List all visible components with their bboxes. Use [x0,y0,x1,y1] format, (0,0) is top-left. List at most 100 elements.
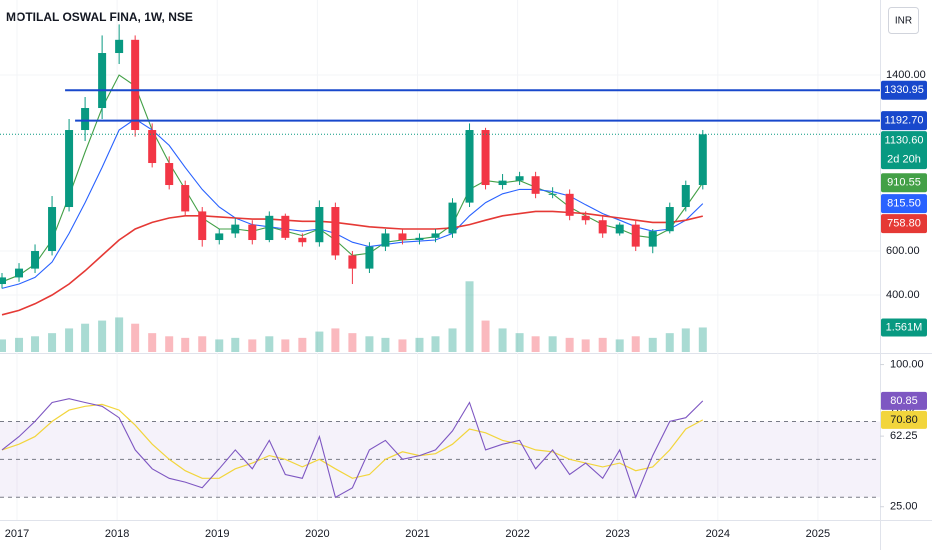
price-tag-label: 815.50 [887,198,921,210]
candle-body [348,255,357,269]
price-tag-label: 1192.70 [885,115,924,127]
candle-body [265,215,274,241]
chart-title: MOTILAL OSWAL FINA, 1W, NSE [6,10,193,24]
moving-average-line [1,118,704,289]
volume-bar [81,323,90,352]
volume-bar [48,333,57,352]
price-tag [881,173,927,193]
currency-label[interactable]: INR [895,16,912,27]
rsi-tick-label: 62.25 [890,430,918,442]
volume-bar [681,328,690,352]
candle-body [398,233,407,241]
currency-button[interactable] [888,7,919,34]
candle-body [381,233,390,247]
candle-body [98,53,107,109]
candle-body [231,224,240,234]
volume-bar [598,337,607,352]
rsi-ma-tag-label: 70.80 [890,414,918,426]
volume-bar [115,317,124,352]
candle-body [581,215,590,221]
volume-bar [465,281,474,352]
volume-bar [298,337,307,352]
x-tick-label: 2025 [806,528,830,540]
volume-bar [198,336,207,352]
volume-bar [248,339,257,352]
rsi-line [1,398,704,499]
volume-bar [565,337,574,352]
volume-bar [665,333,674,352]
volume-bar [548,336,557,352]
candle-body [81,108,90,131]
price-tag [881,214,927,234]
volume-bar [531,336,540,352]
volume-bar [231,337,240,352]
volume-bar [148,333,157,352]
price-tag-label: 758.80 [887,218,921,230]
rsi-tick-label: 25.00 [890,501,918,513]
x-tick-label: 2021 [405,528,429,540]
candle-body [248,224,257,241]
volume-bar [448,328,457,352]
x-tick-label: 2020 [305,528,329,540]
volume-bar [181,337,190,352]
candle-body [298,237,307,243]
candle-body [181,185,190,212]
x-tick-label: 2018 [105,528,129,540]
candle-body [648,231,657,247]
volume-bar [581,339,590,352]
candle-body [431,233,440,238]
y-tick-label: 400.00 [886,289,920,301]
volume-bar [415,337,424,352]
price-tag [881,131,927,170]
candle-body [148,130,157,164]
volume-bar [265,336,274,352]
volume-bar [348,333,357,352]
candle-body [498,180,507,186]
rsi-tag [881,391,927,410]
candle-body [0,277,7,285]
candle-body [115,39,124,54]
candle-body [15,268,24,278]
x-tick-label: 2023 [605,528,629,540]
volume-bar [381,337,390,352]
candle-body [531,176,540,194]
volume-bar [431,336,440,352]
price-tag [881,111,927,131]
volume-bar [648,337,657,352]
x-tick-label: 2024 [706,528,730,540]
candle-body [415,237,424,241]
volume-bar [215,339,224,352]
candle-body [598,220,607,234]
candle-body [315,207,324,243]
candle-body [281,215,290,238]
price-tag [881,194,927,214]
volume-bar [0,339,7,352]
volume-bar [131,323,140,352]
price-tag-label: 910.55 [887,177,921,189]
volume-bar [331,328,340,352]
volume-tag [881,318,927,337]
candle-body [631,224,640,247]
candle-body [515,176,524,181]
rsi-tag-label: 80.85 [890,395,918,407]
volume-bar [15,337,24,352]
candle-body [465,130,474,203]
candle-body [615,224,624,234]
candle-body [565,193,574,216]
candle-body [165,163,174,186]
candle-body [198,211,207,241]
candle-body [65,130,74,208]
candle-body [481,130,490,186]
x-tick-label: 2022 [505,528,529,540]
price-tag-label: 1130.60 [885,135,924,147]
candle-body [48,207,57,252]
price-tag-label: 1330.95 [884,84,924,96]
candle-body [31,251,40,269]
rsi-ma-tag [881,410,927,429]
volume-bar [631,336,640,352]
volume-bar [515,333,524,352]
candle-body [681,185,690,208]
volume-tag-label: 1.561M [886,321,923,333]
volume-bar [98,320,107,352]
